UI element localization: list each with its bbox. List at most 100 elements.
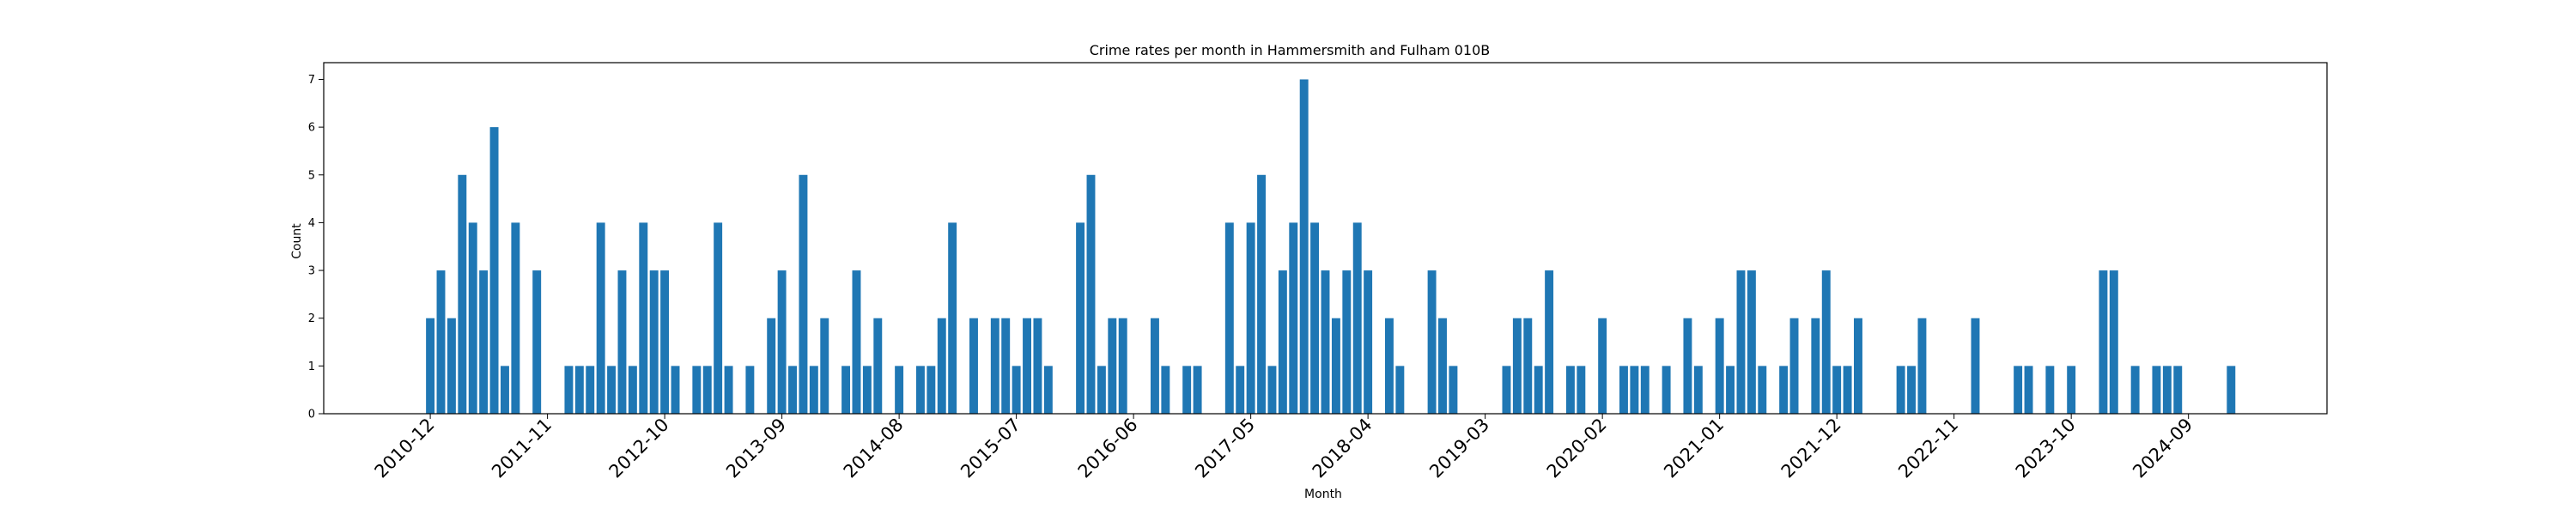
bar <box>1747 270 1756 414</box>
bar <box>1001 318 1011 414</box>
bar <box>660 270 670 414</box>
bar <box>2162 366 2172 414</box>
bar <box>2130 366 2140 414</box>
bar <box>1523 318 1533 414</box>
bar <box>767 318 776 414</box>
bars <box>426 79 2236 414</box>
bar <box>1449 366 1458 414</box>
bar <box>1736 270 1746 414</box>
bar <box>1427 270 1437 414</box>
bar <box>1236 366 1245 414</box>
x-tick-label: 2024-09 <box>2129 415 2196 482</box>
bar <box>1843 366 1852 414</box>
bar <box>1118 318 1127 414</box>
x-tick-label: 2012-10 <box>605 415 673 482</box>
bar <box>1565 366 1575 414</box>
x-tick-label: 2019-03 <box>1425 415 1493 482</box>
bar <box>1640 366 1649 414</box>
x-tick-label: 2018-04 <box>1309 415 1376 482</box>
bar <box>1811 318 1820 414</box>
bar <box>1971 318 1980 414</box>
bar <box>2109 270 2118 414</box>
bar <box>915 366 925 414</box>
bar <box>1023 318 1031 414</box>
bar <box>1246 222 1255 414</box>
y-axis-label: Count <box>290 223 304 259</box>
bar <box>489 127 499 414</box>
x-tick-label: 2021-01 <box>1660 415 1728 482</box>
bar <box>2227 366 2236 414</box>
bar <box>1331 318 1340 414</box>
bar <box>1033 318 1042 414</box>
bar <box>1321 270 1330 414</box>
y-tick-label: 7 <box>308 74 315 87</box>
bar <box>1086 174 1096 414</box>
bar <box>1854 318 1862 414</box>
bar <box>458 174 467 414</box>
x-tick-label: 2011-11 <box>488 415 556 482</box>
bar <box>1012 366 1021 414</box>
bar <box>799 174 808 414</box>
bar <box>1545 270 1554 414</box>
x-tick-label: 2015-07 <box>957 415 1024 482</box>
bar <box>1161 366 1170 414</box>
bar <box>1907 366 1916 414</box>
bar <box>1364 270 1373 414</box>
bar <box>1182 366 1192 414</box>
bar <box>969 318 978 414</box>
bar <box>809 366 818 414</box>
bar <box>1342 270 1352 414</box>
x-tick-label: 2022-11 <box>1894 415 1962 482</box>
bar <box>1076 222 1085 414</box>
y-tick-label: 4 <box>308 217 315 230</box>
bar <box>501 366 509 414</box>
x-tick-label: 2021-12 <box>1777 415 1845 482</box>
bar <box>1512 318 1522 414</box>
bar <box>852 270 861 414</box>
bar <box>1896 366 1905 414</box>
bar <box>1224 222 1234 414</box>
bar <box>1917 318 1927 414</box>
x-tick-label: 2016-06 <box>1074 415 1142 482</box>
bar <box>820 318 829 414</box>
bar <box>777 270 787 414</box>
bar <box>1108 318 1117 414</box>
bar <box>1097 366 1106 414</box>
bar <box>511 222 520 414</box>
bar <box>436 270 446 414</box>
bar <box>1630 366 1639 414</box>
bar <box>2045 366 2055 414</box>
bar <box>468 222 477 414</box>
y-axis: 0 1 2 3 4 5 6 7 <box>308 74 324 421</box>
bar <box>1693 366 1703 414</box>
bar <box>873 318 883 414</box>
x-tick-label: 2023-10 <box>2012 415 2080 482</box>
bar <box>788 366 797 414</box>
chart-title: Crime rates per month in Hammersmith and… <box>1090 42 1491 58</box>
bar <box>1352 222 1362 414</box>
plot-frame <box>323 62 2328 415</box>
bar <box>1832 366 1842 414</box>
bar <box>1577 366 1586 414</box>
y-tick-label: 6 <box>308 122 315 135</box>
bar <box>927 366 936 414</box>
bar <box>1267 366 1277 414</box>
x-tick-label: 2010-12 <box>371 415 439 482</box>
bar <box>1395 366 1405 414</box>
bar <box>1758 366 1767 414</box>
bar <box>895 366 904 414</box>
bar <box>1150 318 1159 414</box>
bar <box>564 366 574 414</box>
bar <box>1789 318 1799 414</box>
bar <box>937 318 946 414</box>
bar <box>1043 366 1053 414</box>
bar <box>639 222 648 414</box>
bar <box>628 366 637 414</box>
bar <box>1310 222 1320 414</box>
bar <box>2152 366 2161 414</box>
bar <box>532 270 542 414</box>
bar <box>649 270 659 414</box>
bar <box>426 318 435 414</box>
bar <box>447 318 456 414</box>
y-tick-label: 1 <box>308 360 315 373</box>
